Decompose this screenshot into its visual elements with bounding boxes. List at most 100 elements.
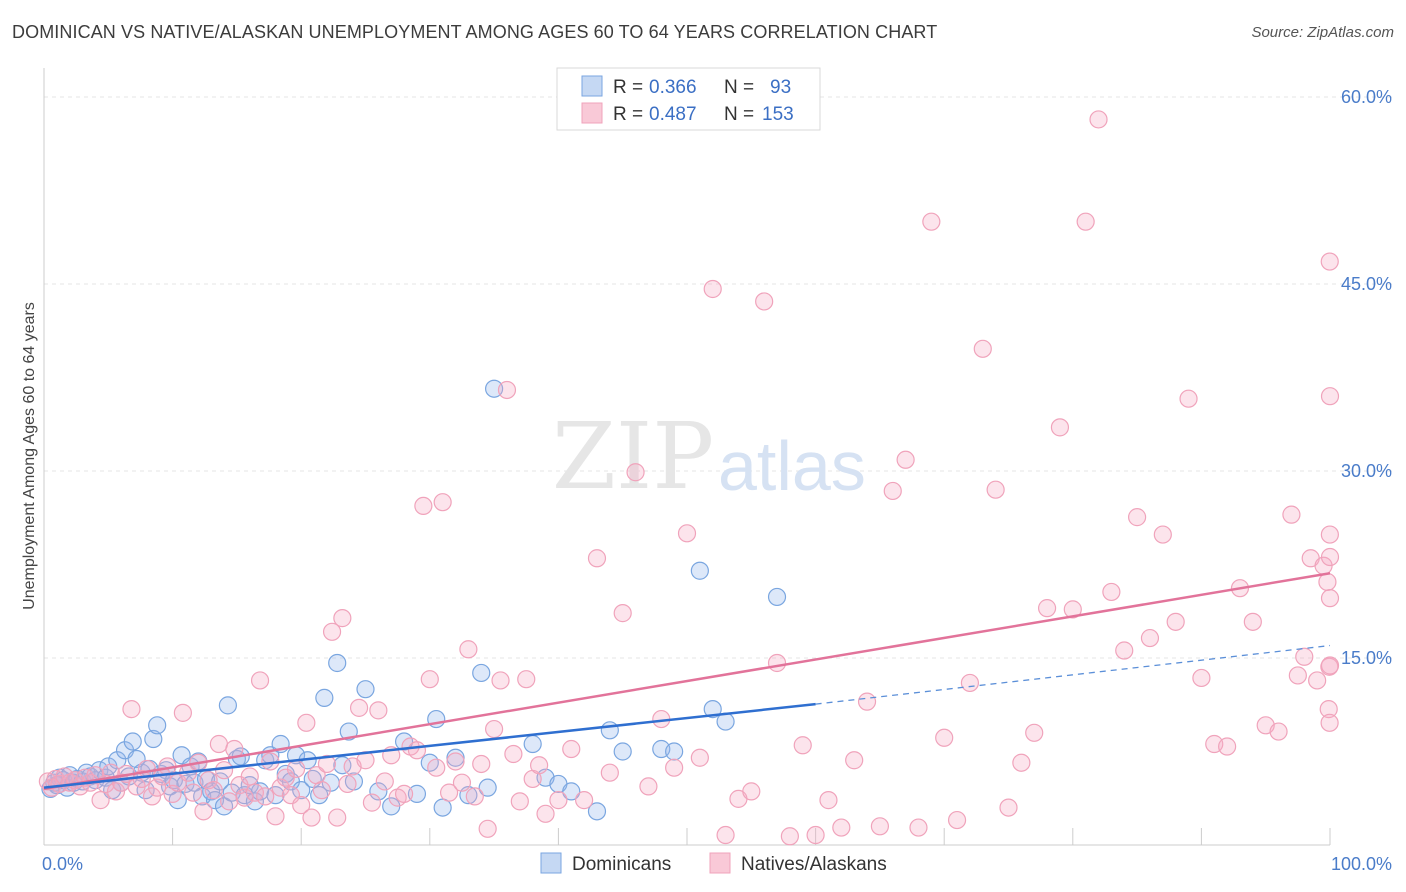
native-point-154 <box>1318 572 1337 592</box>
native-point-162 <box>1320 547 1340 567</box>
legend-n-value-2: 153 <box>762 104 794 125</box>
dominican-point-59 <box>292 781 311 800</box>
native-point-89 <box>530 756 549 775</box>
native-point-163 <box>1320 656 1340 675</box>
native-point-135 <box>1115 641 1134 660</box>
native-point-108 <box>767 653 787 673</box>
native-point-87 <box>517 670 536 689</box>
native-point-160 <box>1320 387 1340 406</box>
dominicans-trend-line <box>43 702 816 789</box>
y-tick-labels: 15.0% 30.0% 45.0% 60.0% <box>1341 87 1392 668</box>
bottom-legend: Dominicans Natives/Alaskans <box>540 852 887 875</box>
watermark-atlas: atlas <box>718 427 866 505</box>
native-point-92 <box>562 739 581 759</box>
native-point-63 <box>362 793 382 812</box>
native-point-68 <box>394 784 414 803</box>
native-point-27 <box>173 703 192 722</box>
native-point-93 <box>575 791 594 810</box>
native-point-85 <box>504 744 523 764</box>
native-point-140 <box>1179 389 1198 408</box>
dominican-point-21 <box>123 732 142 751</box>
native-point-149 <box>1288 666 1307 685</box>
native-point-39 <box>235 788 254 807</box>
dominican-point-73 <box>407 784 427 803</box>
native-point-36 <box>220 792 239 811</box>
native-point-126 <box>999 798 1018 817</box>
bottom-legend-swatch-natives <box>709 852 731 874</box>
native-point-159 <box>1320 525 1339 544</box>
source-label: Source: ZipAtlas.com <box>1251 24 1394 41</box>
native-point-114 <box>845 751 864 770</box>
native-point-54 <box>312 781 331 800</box>
native-point-80 <box>472 754 491 774</box>
dominican-point-44 <box>218 696 237 715</box>
native-point-95 <box>600 763 619 782</box>
native-point-131 <box>1063 600 1082 619</box>
native-point-43 <box>256 787 275 806</box>
native-point-64 <box>369 701 388 720</box>
legend-swatch-dominicans <box>581 75 603 97</box>
native-point-127 <box>1012 753 1031 772</box>
native-point-111 <box>806 825 825 845</box>
native-point-113 <box>832 818 851 837</box>
native-point-98 <box>639 777 658 796</box>
native-point-50 <box>292 796 311 815</box>
native-point-29 <box>184 783 203 802</box>
dominican-point-67 <box>339 722 358 741</box>
native-point-155 <box>1319 700 1338 719</box>
dominican-point-70 <box>369 782 388 801</box>
native-point-17 <box>122 700 141 719</box>
native-point-100 <box>665 758 684 777</box>
native-point-46 <box>271 778 290 797</box>
native-point-120 <box>922 212 941 231</box>
native-point-116 <box>870 817 890 836</box>
native-point-145 <box>1243 612 1262 631</box>
native-point-42 <box>250 671 270 690</box>
native-point-137 <box>1140 628 1160 648</box>
gridlines <box>44 96 1392 659</box>
native-point-40 <box>240 767 259 786</box>
watermark: ZIP atlas <box>552 403 866 510</box>
native-point-123 <box>960 673 980 693</box>
native-point-115 <box>857 692 877 711</box>
native-point-143 <box>1218 737 1237 756</box>
native-point-134 <box>1102 582 1121 602</box>
legend-r-label-2: R = <box>613 104 643 125</box>
dominican-point-94 <box>767 587 787 607</box>
native-point-82 <box>485 719 504 739</box>
dominican-point-90 <box>665 742 684 761</box>
native-point-83 <box>491 671 510 690</box>
native-point-35 <box>214 761 234 780</box>
native-point-61 <box>349 698 369 717</box>
native-point-45 <box>266 807 285 826</box>
dominican-point-26 <box>144 729 163 749</box>
axes <box>43 68 1331 846</box>
native-point-141 <box>1192 668 1211 688</box>
watermark-zip: ZIP <box>552 403 714 510</box>
native-point-125 <box>986 480 1005 499</box>
dominican-point-85 <box>562 782 581 801</box>
bottom-legend-swatch-dominicans <box>540 852 562 874</box>
native-point-136 <box>1127 508 1147 527</box>
native-point-161 <box>1320 589 1340 608</box>
native-point-150 <box>1295 647 1314 666</box>
native-point-32 <box>199 771 218 790</box>
legend-r-value-1: 0.366 <box>649 77 697 98</box>
native-point-147 <box>1269 722 1288 741</box>
bottom-legend-dominicans: Dominicans <box>572 854 671 875</box>
native-point-41 <box>245 783 265 802</box>
native-point-58 <box>333 609 352 628</box>
native-point-107 <box>755 292 774 311</box>
y-tick-label-0: 15.0% <box>1341 648 1392 668</box>
dominican-point-27 <box>148 716 167 735</box>
native-point-101 <box>677 524 697 543</box>
x-tick-label-1: 100.0% <box>1331 854 1392 874</box>
dominican-point-82 <box>523 734 542 754</box>
legend-swatch-natives <box>581 102 603 124</box>
dominican-point-63 <box>315 688 334 707</box>
native-point-124 <box>973 339 992 358</box>
native-point-72 <box>420 670 439 689</box>
native-point-132 <box>1076 212 1095 231</box>
native-point-81 <box>478 819 497 838</box>
